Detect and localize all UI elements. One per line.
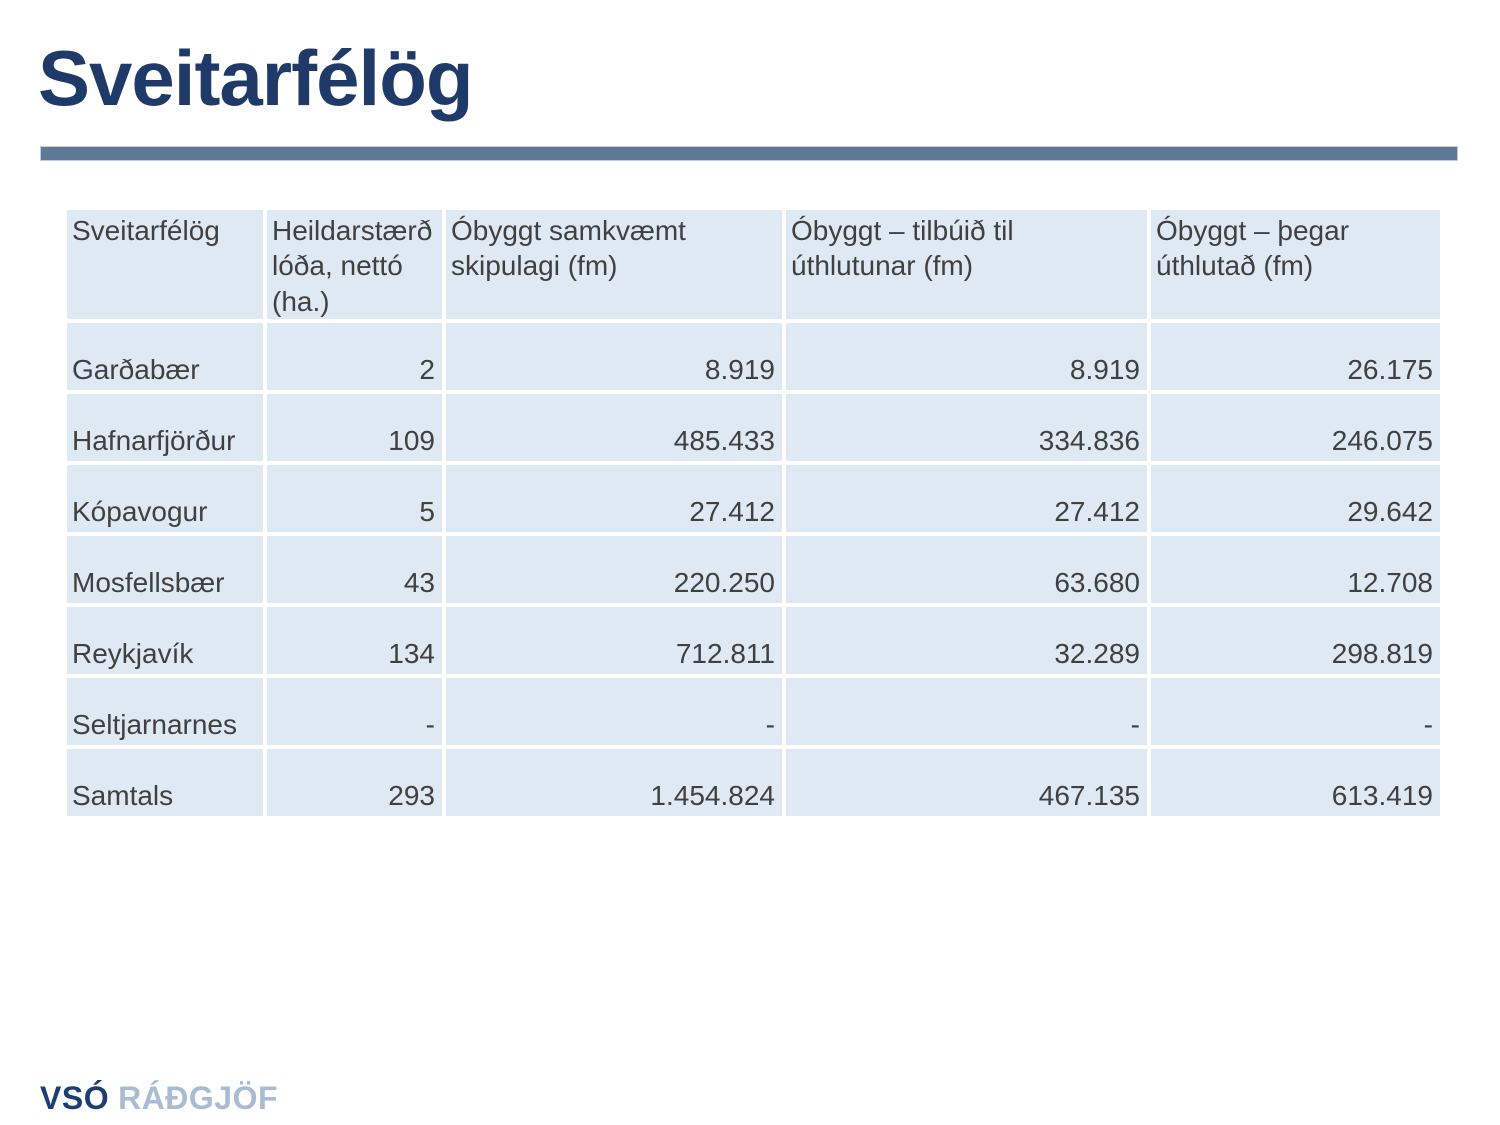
row-header-cell: Kópavogur xyxy=(63,460,267,536)
table-row: Kópavogur 5 27.412 27.412 29.642 xyxy=(63,460,1444,536)
value-cell: 220.250 xyxy=(442,531,786,607)
table-row: Hafnarfjörður 109 485.433 334.836 246.07… xyxy=(63,389,1444,465)
value-cell: 12.708 xyxy=(1147,531,1444,607)
row-header-cell: Hafnarfjörður xyxy=(63,389,267,465)
page-title: Sveitarfélög xyxy=(38,34,473,122)
column-header-unbuilt-allocated: Óbyggt – þegar úthlutað (fm) xyxy=(1147,206,1444,323)
column-header-unbuilt-planned: Óbyggt samkvæmt skipulagi (fm) xyxy=(442,206,786,323)
value-cell: 32.289 xyxy=(782,602,1151,678)
value-cell: 1.454.824 xyxy=(442,744,786,820)
value-cell: 63.680 xyxy=(782,531,1151,607)
row-header-cell: Samtals xyxy=(63,744,267,820)
value-cell: - xyxy=(442,673,786,749)
value-cell: 26.175 xyxy=(1147,318,1444,394)
row-header-cell: Garðabær xyxy=(63,318,267,394)
value-cell: 8.919 xyxy=(782,318,1151,394)
value-cell: 334.836 xyxy=(782,389,1151,465)
table-row: Mosfellsbær 43 220.250 63.680 12.708 xyxy=(63,531,1444,607)
table-header-row: Sveitarfélög Heildarstærð lóða, nettó (h… xyxy=(63,206,1444,323)
value-cell: 298.819 xyxy=(1147,602,1444,678)
value-cell: 485.433 xyxy=(442,389,786,465)
value-cell: 293 xyxy=(263,744,446,820)
value-cell: 29.642 xyxy=(1147,460,1444,536)
municipalities-table-container: Sveitarfélög Heildarstærð lóða, nettó (h… xyxy=(63,206,1444,820)
value-cell: 712.811 xyxy=(442,602,786,678)
value-cell: - xyxy=(1147,673,1444,749)
value-cell: - xyxy=(263,673,446,749)
column-header-municipality: Sveitarfélög xyxy=(63,206,267,323)
title-underline-bar xyxy=(40,146,1458,161)
value-cell: 613.419 xyxy=(1147,744,1444,820)
value-cell: 5 xyxy=(263,460,446,536)
column-header-total-size: Heildarstærð lóða, nettó (ha.) xyxy=(263,206,446,323)
table-row: Garðabær 2 8.919 8.919 26.175 xyxy=(63,318,1444,394)
value-cell: 467.135 xyxy=(782,744,1151,820)
row-header-cell: Reykjavík xyxy=(63,602,267,678)
value-cell: 43 xyxy=(263,531,446,607)
column-header-unbuilt-ready: Óbyggt – tilbúið til úthlutunar (fm) xyxy=(782,206,1151,323)
value-cell: 109 xyxy=(263,389,446,465)
value-cell: 134 xyxy=(263,602,446,678)
logo-secondary-text: RÁÐGJÖF xyxy=(118,1080,279,1116)
table-row: Seltjarnarnes - - - - xyxy=(63,673,1444,749)
table-row-total: Samtals 293 1.454.824 467.135 613.419 xyxy=(63,744,1444,820)
value-cell: 246.075 xyxy=(1147,389,1444,465)
row-header-cell: Mosfellsbær xyxy=(63,531,267,607)
value-cell: 27.412 xyxy=(782,460,1151,536)
value-cell: 27.412 xyxy=(442,460,786,536)
municipalities-table: Sveitarfélög Heildarstærð lóða, nettó (h… xyxy=(63,206,1444,820)
value-cell: 8.919 xyxy=(442,318,786,394)
table-row: Reykjavík 134 712.811 32.289 298.819 xyxy=(63,602,1444,678)
vso-logo: VSÓ RÁÐGJÖF xyxy=(40,1080,278,1117)
value-cell: - xyxy=(782,673,1151,749)
logo-primary-text: VSÓ xyxy=(40,1080,110,1116)
value-cell: 2 xyxy=(263,318,446,394)
row-header-cell: Seltjarnarnes xyxy=(63,673,267,749)
